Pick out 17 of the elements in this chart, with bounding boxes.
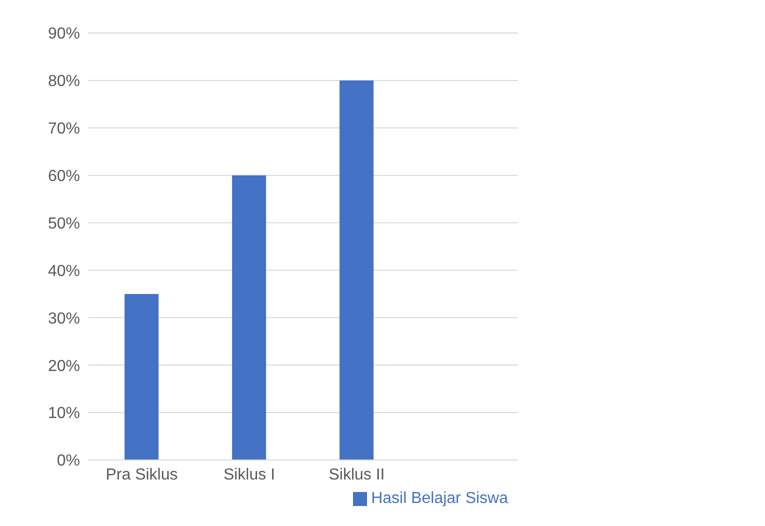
x-tick-label: Pra Siklus	[106, 466, 178, 484]
legend-label: Hasil Belajar Siswa	[371, 490, 508, 507]
x-tick-label: Siklus I	[223, 466, 276, 484]
y-tick-label: 0%	[56, 452, 80, 470]
y-tick-label: 70%	[48, 120, 80, 138]
y-tick-label: 10%	[48, 405, 80, 422]
y-tick-label: 60%	[48, 168, 80, 186]
y-tick-label: 30%	[48, 310, 80, 328]
bar	[232, 175, 266, 460]
y-tick-label: 50%	[48, 215, 80, 232]
y-tick-label: 20%	[48, 358, 80, 375]
y-tick-label: 80%	[48, 73, 80, 90]
bar	[124, 294, 159, 460]
y-tick-label: 90%	[48, 26, 80, 43]
x-tick-label: Siklus II	[328, 466, 385, 484]
y-tick-label: 40%	[48, 262, 80, 280]
bar	[340, 80, 374, 460]
